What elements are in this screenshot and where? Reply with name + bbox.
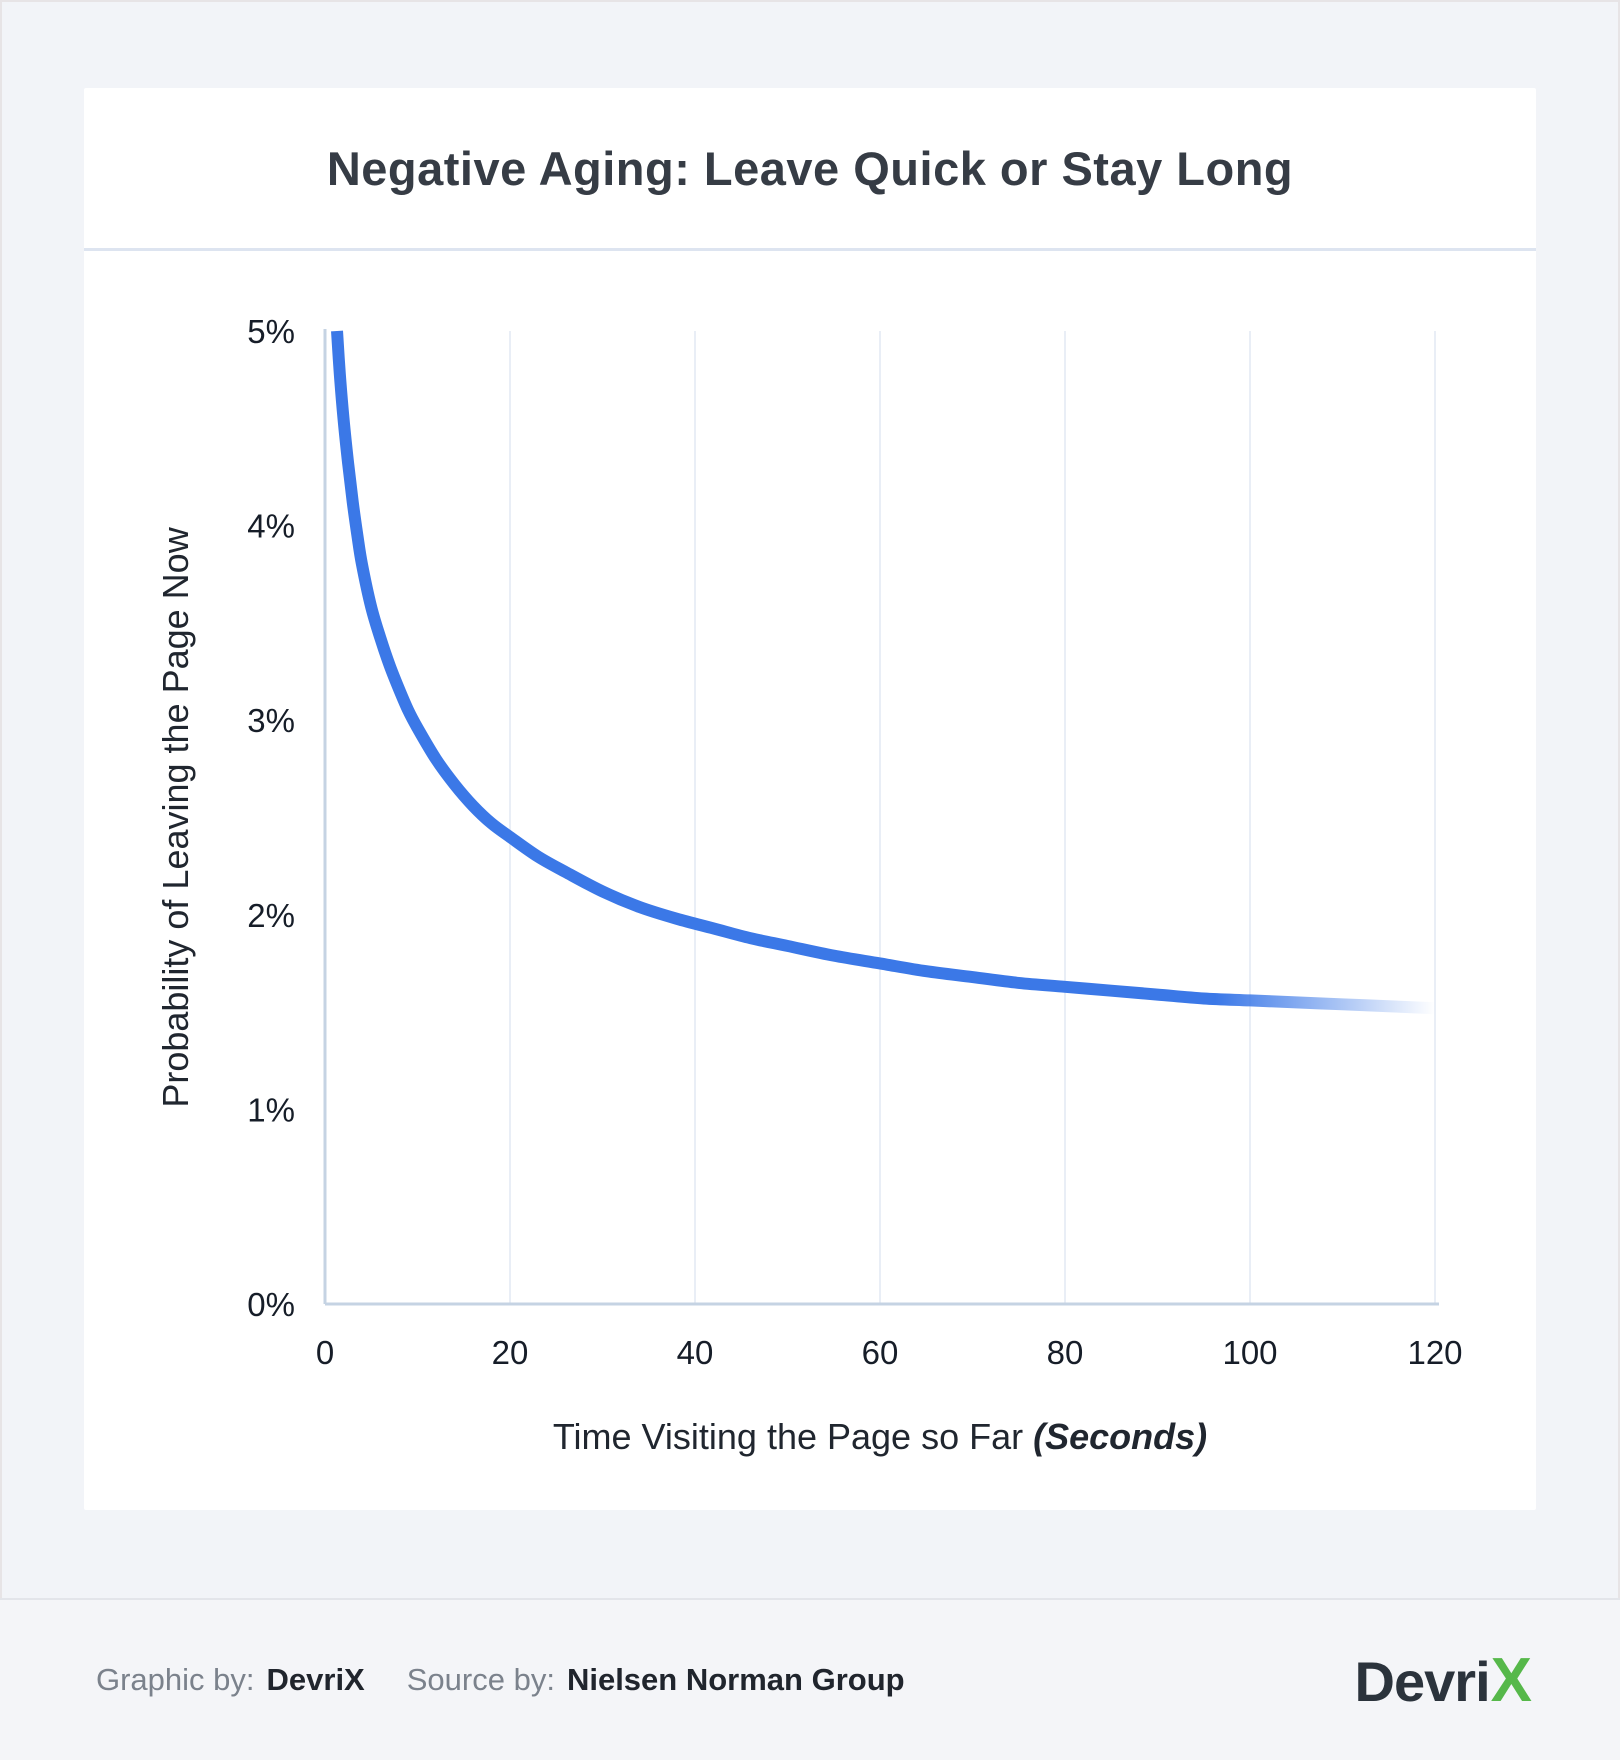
svg-text:Probability of Leaving the Pag: Probability of Leaving the Page Now — [155, 526, 196, 1107]
graphic-by-label: Graphic by: — [96, 1662, 255, 1697]
svg-text:0%: 0% — [247, 1286, 295, 1323]
source-by-value: Nielsen Norman Group — [566, 1662, 905, 1697]
svg-text:60: 60 — [862, 1334, 899, 1371]
svg-text:20: 20 — [492, 1334, 529, 1371]
svg-text:Time Visiting the Page so Far: Time Visiting the Page so Far (Seconds) — [553, 1416, 1207, 1457]
svg-text:40: 40 — [677, 1334, 714, 1371]
footer: Graphic by: DevriX Source by: Nielsen No… — [0, 1598, 1620, 1760]
svg-text:2%: 2% — [247, 897, 295, 934]
chart-title: Negative Aging: Leave Quick or Stay Long — [326, 141, 1294, 195]
chart-area: 0% 1% 2% 3% 4% 5% 0 20 40 60 80 100 120 Probability o… — [84, 251, 1536, 1479]
credits: Graphic by: DevriX Source by: Nielsen No… — [96, 1662, 905, 1698]
chart-svg: 0% 1% 2% 3% 4% 5% 0 20 40 60 80 100 120 Probability o… — [155, 313, 1463, 1457]
graphic-by-value: DevriX — [266, 1662, 365, 1697]
devrix-logo-text: Devri — [1354, 1649, 1491, 1713]
svg-text:100: 100 — [1222, 1334, 1277, 1371]
devrix-logo-x-icon: X — [1490, 1645, 1532, 1715]
svg-text:4%: 4% — [247, 508, 295, 545]
svg-text:0: 0 — [316, 1334, 334, 1371]
svg-text:120: 120 — [1407, 1334, 1462, 1371]
chart-card: Negative Aging: Leave Quick or Stay Long… — [84, 88, 1536, 1510]
devrix-logo: Devri X — [1355, 1645, 1532, 1716]
chart-header: Negative Aging: Leave Quick or Stay Long — [84, 88, 1536, 251]
source-by-label: Source by: — [406, 1662, 555, 1697]
svg-text:80: 80 — [1047, 1334, 1084, 1371]
svg-text:1%: 1% — [247, 1091, 295, 1128]
svg-text:5%: 5% — [247, 313, 295, 350]
svg-text:3%: 3% — [247, 702, 295, 739]
